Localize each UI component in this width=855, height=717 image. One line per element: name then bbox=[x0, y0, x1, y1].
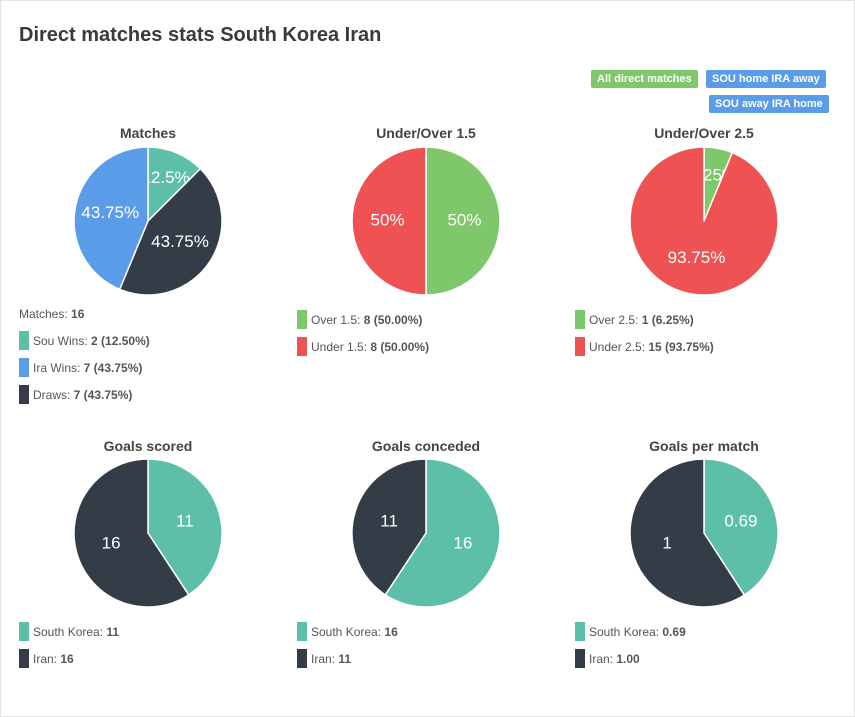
chart-goals-per-match-legend-item[interactable]: South Korea: 0.69 bbox=[575, 618, 686, 645]
legend-swatch bbox=[575, 649, 585, 668]
chart-goals-scored-title: Goals scored bbox=[103, 438, 193, 454]
legend-label: Over 1.5: bbox=[311, 312, 364, 327]
chart-goals-conceded-slice-south-korea[interactable] bbox=[384, 458, 501, 608]
chart-matches-legend-header: Matches: 16 bbox=[19, 300, 150, 327]
chart-under-over-1-5-legend-item[interactable]: Under 1.5: 8 (50.00%) bbox=[297, 333, 429, 360]
chart-goals-scored-legend: South Korea: 11 Iran: 16 bbox=[19, 618, 119, 672]
chart-goals-conceded-label-south-korea: 16 bbox=[453, 534, 472, 553]
legend-swatch bbox=[297, 622, 307, 641]
legend-label: South Korea: bbox=[33, 624, 107, 639]
legend-value: 8 (50.00%) bbox=[370, 339, 430, 354]
chart-matches-legend-item[interactable]: Sou Wins: 2 (12.50%) bbox=[19, 327, 150, 354]
chart-goals-per-match-legend: South Korea: 0.69 Iran: 1.00 bbox=[575, 618, 686, 672]
chart-matches-label-ira-wins: 43.75% bbox=[81, 203, 139, 222]
chart-under-over-2-5-pie: 6.25%93.75% bbox=[629, 146, 779, 296]
legend-swatch bbox=[19, 622, 29, 641]
legend-value: 11 bbox=[338, 651, 352, 666]
legend-swatch bbox=[19, 649, 29, 668]
legend-label: Sou Wins: bbox=[33, 333, 92, 348]
legend-value: 11 bbox=[106, 624, 120, 639]
filter-sou-home-ira-away[interactable]: SOU home IRA away bbox=[706, 70, 826, 88]
legend-swatch bbox=[575, 622, 585, 641]
chart-matches-slice-ira-wins[interactable] bbox=[73, 146, 149, 291]
chart-under-over-1-5-legend-item[interactable]: Over 1.5: 8 (50.00%) bbox=[297, 306, 429, 333]
chart-goals-conceded-slice-iran[interactable] bbox=[351, 458, 427, 596]
chart-under-over-1-5-slice-under-1-5[interactable] bbox=[351, 146, 427, 296]
legend-swatch bbox=[575, 310, 585, 329]
legend-value: 1 (6.25%) bbox=[641, 312, 694, 327]
legend-swatch bbox=[575, 337, 585, 356]
chart-matches-slice-draws[interactable] bbox=[118, 167, 223, 296]
chart-goals-per-match-slice-iran[interactable] bbox=[629, 458, 746, 608]
legend-value: 7 (43.75%) bbox=[73, 387, 133, 402]
chart-under-over-2-5-label-under-2-5: 93.75% bbox=[668, 248, 726, 267]
legend-value: 15 (93.75%) bbox=[648, 339, 714, 354]
legend-swatch bbox=[297, 310, 307, 329]
chart-goals-per-match-pie: 0.69 1 bbox=[629, 458, 779, 608]
chart-goals-scored-slice-iran[interactable] bbox=[73, 458, 190, 608]
legend-header-label: Matches: bbox=[19, 306, 72, 321]
chart-goals-conceded-legend: South Korea: 16 Iran: 11 bbox=[297, 618, 398, 672]
legend-label: Under 2.5: bbox=[589, 339, 649, 354]
chart-matches-slice-sou-wins[interactable] bbox=[147, 146, 202, 222]
chart-goals-conceded-legend-item[interactable]: Iran: 11 bbox=[297, 645, 398, 672]
chart-goals-conceded-legend-item[interactable]: South Korea: 16 bbox=[297, 618, 398, 645]
legend-value: 2 (12.50%) bbox=[91, 333, 150, 348]
chart-under-over-1-5-label-over-1-5: 50% bbox=[447, 210, 481, 229]
legend-value: 16 bbox=[60, 651, 74, 666]
chart-goals-scored-legend-item[interactable]: Iran: 16 bbox=[19, 645, 119, 672]
legend-header-value: 16 bbox=[71, 306, 85, 321]
legend-label: Over 2.5: bbox=[589, 312, 642, 327]
legend-value: 0.69 bbox=[662, 624, 686, 639]
chart-under-over-2-5-title: Under/Over 2.5 bbox=[654, 125, 754, 141]
chart-goals-per-match-label-south-korea: 0.69 bbox=[724, 512, 757, 531]
legend-label: Iran: bbox=[589, 651, 617, 666]
legend-swatch bbox=[19, 385, 29, 404]
chart-goals-scored-label-iran: 16 bbox=[102, 534, 121, 553]
chart-matches-label-sou-wins: 12.5% bbox=[141, 168, 189, 187]
filter-all-direct-matches[interactable]: All direct matches bbox=[591, 70, 698, 88]
chart-under-over-1-5-legend: Over 1.5: 8 (50.00%) Under 1.5: 8 (50.00%… bbox=[297, 306, 429, 360]
chart-goals-per-match-title: Goals per match bbox=[649, 438, 759, 454]
chart-matches-legend-item[interactable]: Draws: 7 (43.75%) bbox=[19, 381, 150, 408]
chart-under-over-1-5-slice-over-1-5[interactable] bbox=[425, 146, 501, 296]
legend-swatch bbox=[297, 649, 307, 668]
chart-under-over-1-5-label-under-1-5: 50% bbox=[371, 210, 405, 229]
legend-swatch bbox=[19, 358, 29, 377]
legend-swatch bbox=[19, 331, 29, 350]
chart-goals-conceded-title: Goals conceded bbox=[371, 438, 481, 454]
legend-label: Ira Wins: bbox=[33, 360, 84, 375]
chart-under-over-1-5-pie: 50% 50% bbox=[351, 146, 501, 296]
legend-swatch bbox=[297, 337, 307, 356]
legend-value: 16 bbox=[384, 624, 398, 639]
legend-label: South Korea: bbox=[589, 624, 663, 639]
legend-label: Iran: bbox=[33, 651, 61, 666]
chart-goals-per-match-label-iran: 1 bbox=[662, 533, 671, 552]
legend-label: Draws: bbox=[33, 387, 74, 402]
legend-value: 8 (50.00%) bbox=[363, 312, 423, 327]
chart-goals-scored-label-south-korea: 11 bbox=[176, 511, 194, 530]
chart-matches-pie: 12.5%43.75%43.75% bbox=[73, 146, 223, 296]
chart-goals-scored-pie: 11 16 bbox=[73, 458, 223, 608]
chart-goals-conceded-label-iran: 11 bbox=[380, 511, 398, 530]
filter-sou-away-ira-home[interactable]: SOU away IRA home bbox=[709, 95, 829, 113]
chart-under-over-2-5-legend-item[interactable]: Over 2.5: 1 (6.25%) bbox=[575, 306, 714, 333]
chart-under-over-2-5-legend-item[interactable]: Under 2.5: 15 (93.75%) bbox=[575, 333, 714, 360]
legend-value: 1.00 bbox=[616, 651, 640, 666]
chart-under-over-2-5-legend: Over 2.5: 1 (6.25%) Under 2.5: 15 (93.75%… bbox=[575, 306, 714, 360]
legend-label: South Korea: bbox=[311, 624, 385, 639]
chart-goals-per-match-legend-item[interactable]: Iran: 1.00 bbox=[575, 645, 686, 672]
page-title: Direct matches stats South Korea Iran bbox=[19, 24, 382, 46]
legend-value: 7 (43.75%) bbox=[83, 360, 143, 375]
chart-under-over-2-5-slice-under-2-5[interactable] bbox=[629, 146, 779, 296]
legend-label: Under 1.5: bbox=[311, 339, 371, 354]
chart-under-over-1-5-title: Under/Over 1.5 bbox=[376, 125, 476, 141]
chart-matches-title: Matches bbox=[119, 125, 177, 141]
legend-label: Iran: bbox=[311, 651, 339, 666]
chart-matches-legend: Matches: 16 Sou Wins: 2 (12.50%) Ira Wins:… bbox=[19, 300, 150, 408]
chart-matches-label-draws: 43.75% bbox=[151, 232, 209, 251]
chart-goals-scored-legend-item[interactable]: South Korea: 11 bbox=[19, 618, 119, 645]
chart-matches-legend-item[interactable]: Ira Wins: 7 (43.75%) bbox=[19, 354, 150, 381]
